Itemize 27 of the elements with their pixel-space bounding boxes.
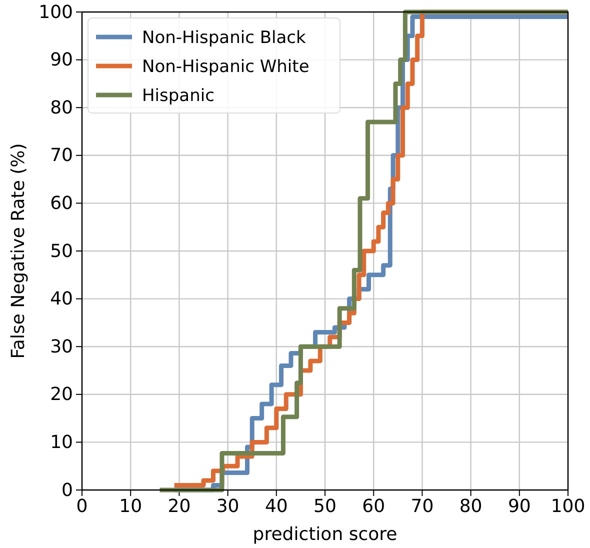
x-tick-label: 0 [76, 496, 88, 517]
y-tick-label: 60 [50, 192, 73, 214]
x-tick-label: 20 [168, 496, 191, 517]
y-axis-title: False Negative Rate (%) [8, 143, 29, 359]
y-tick-label: 50 [50, 240, 73, 262]
x-tick-label: 100 [550, 496, 586, 517]
y-tick-label: 20 [50, 384, 73, 406]
legend-label: Non-Hispanic White [142, 57, 310, 77]
legend-label: Non-Hispanic Black [142, 28, 306, 48]
x-tick-label: 70 [410, 496, 434, 517]
y-tick-label: 10 [50, 432, 73, 453]
y-tick-label: 90 [50, 50, 73, 71]
y-tick-label: 70 [50, 145, 73, 166]
x-tick-label: 60 [362, 496, 386, 517]
legend-label: Hispanic [142, 86, 214, 106]
x-tick-label: 10 [119, 496, 142, 517]
x-tick-label: 50 [314, 496, 336, 517]
x-tick-label: 80 [459, 496, 482, 517]
y-tick-label: 40 [50, 288, 73, 310]
x-axis-title: prediction score [252, 524, 398, 545]
y-tick-label: 80 [50, 97, 73, 118]
x-tick-label: 90 [508, 496, 531, 517]
y-tick-label: 100 [38, 2, 73, 23]
y-tick-label: 0 [62, 480, 73, 501]
y-tick-label: 30 [50, 336, 73, 358]
x-tick-label: 30 [216, 496, 240, 517]
x-tick-label: 40 [264, 496, 288, 517]
